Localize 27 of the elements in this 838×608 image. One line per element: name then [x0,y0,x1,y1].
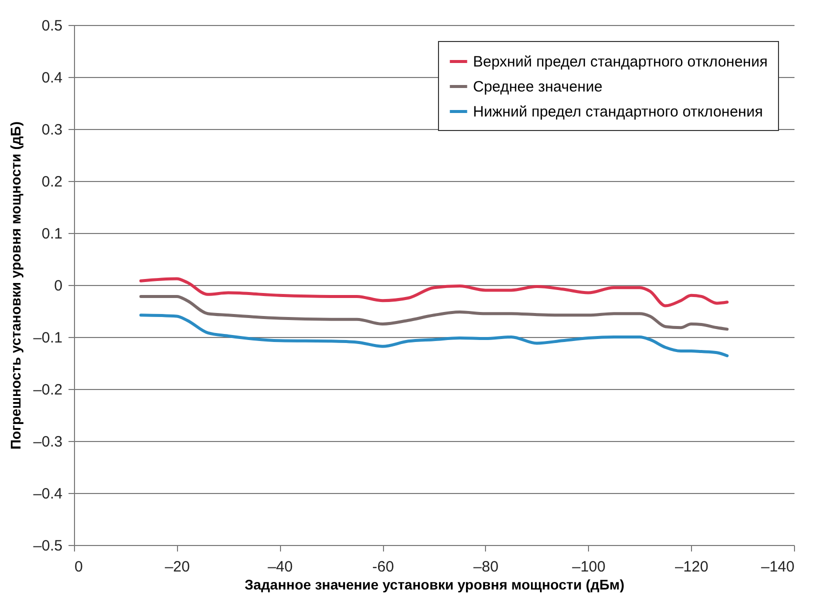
x-tick-label: –120 [674,558,708,576]
y-axis-title: Погрешность установки уровня мощности (дБ) [7,122,24,450]
legend-label: Нижний предел стандартного отклонения [473,104,763,120]
x-tick-label: 0 [74,558,83,576]
x-tick-label: –40 [268,558,293,576]
y-tick-label: 0.4 [42,70,62,86]
line-series [139,314,729,358]
y-tick-label: 0.5 [42,18,62,34]
y-tick-label: –0.5 [33,538,62,554]
x-tick-label: -60 [372,558,394,576]
line-series [139,294,729,331]
y-tick-label: –0.1 [33,330,62,346]
y-tick-label: 0 [54,278,62,294]
x-tick-label: –80 [473,558,498,576]
x-tick-label: –20 [164,558,190,576]
y-tick-label: 0.2 [42,174,62,190]
y-tick-label: –0.4 [33,486,62,502]
line-series [139,277,729,308]
y-tick-label: 0.1 [42,226,62,242]
y-tick-label: 0.3 [42,122,62,138]
x-tick-label: –100 [572,558,606,576]
x-axis-title: Заданное значение установки уровня мощности (дБм) [244,576,624,592]
x-tick-label: –140 [761,558,794,576]
y-tick-label: –0.2 [33,382,62,398]
legend-label: Среднее значение [473,78,602,96]
y-tick-label: –0.3 [33,434,62,450]
legend-label: Верхний предел стандартного отклонения [473,54,768,70]
